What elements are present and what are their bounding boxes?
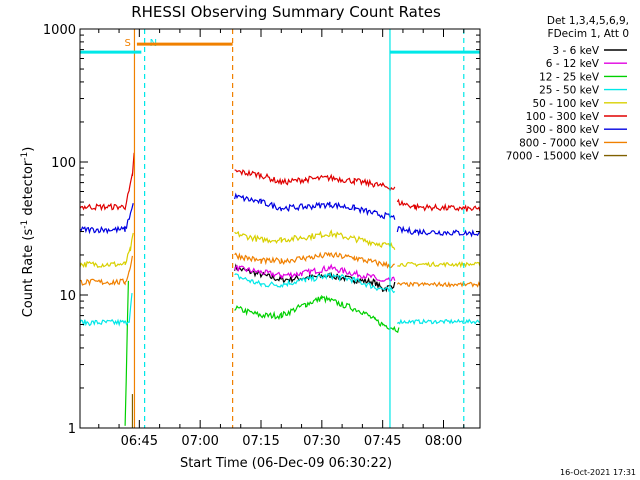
legend-entry-1: 6 - 12 keV <box>546 58 600 70</box>
chart-title: RHESSI Observing Summary Count Rates <box>131 3 441 21</box>
x-tick-label-0: 06:45 <box>121 434 158 449</box>
legend-entry-4: 50 - 100 keV <box>532 98 599 110</box>
x-axis-label: Start Time (06-Dec-09 06:30:22) <box>180 456 392 471</box>
series-4-segment-0 <box>79 232 134 269</box>
x-tick-label-5: 08:00 <box>425 434 462 449</box>
legend-header-1: FDecim 1, Att 0 <box>548 28 629 40</box>
y-tick-label-0: 1 <box>68 422 76 437</box>
series-5-segment-0 <box>79 152 135 212</box>
y-tick-label-3: 1000 <box>43 23 76 38</box>
y-tick-label-1: 10 <box>59 289 76 304</box>
series-1-segment-0 <box>234 263 396 282</box>
series-7 <box>79 251 481 288</box>
series-1 <box>234 263 396 282</box>
series-4-segment-1 <box>234 229 396 250</box>
y-axis-label: Count Rate (s-1 detector-1) <box>20 147 36 318</box>
series-2-segment-0 <box>234 294 400 334</box>
legend-entry-2: 12 - 25 keV <box>539 71 600 83</box>
x-tick-label-1: 07:00 <box>181 434 218 449</box>
legend-header-0: Det 1,3,4,5,6,9, <box>547 15 629 27</box>
series-5-segment-1 <box>234 169 396 192</box>
series-lines <box>79 152 481 428</box>
x-tick-label-4: 07:45 <box>364 434 401 449</box>
x-tick-label-3: 07:30 <box>303 434 340 449</box>
series-3-segment-1 <box>234 272 396 294</box>
series-7-segment-2 <box>396 281 481 288</box>
series-6-segment-2 <box>396 225 481 238</box>
legend: Det 1,3,4,5,6,9,FDecim 1, Att 0 3 - 6 keV… <box>506 15 629 163</box>
event-markers: SN <box>80 29 480 428</box>
series-4-segment-2 <box>397 261 481 269</box>
marker-label-0: S <box>124 38 130 49</box>
plot-frame <box>79 28 481 429</box>
series-2-segment-1 <box>124 280 129 426</box>
x-tick-label-2: 07:15 <box>242 434 279 449</box>
legend-entry-0: 3 - 6 keV <box>552 45 599 57</box>
series-6-segment-1 <box>234 192 396 220</box>
legend-entry-3: 25 - 50 keV <box>539 85 600 97</box>
series-3 <box>79 272 481 327</box>
series-5-segment-2 <box>396 198 481 212</box>
legend-entry-7: 800 - 7000 keV <box>519 137 600 149</box>
series-6-segment-0 <box>79 203 134 235</box>
series-3-segment-0 <box>79 293 133 327</box>
timestamp: 16-Oct-2021 17:31 <box>560 468 636 477</box>
y-axis-label-sup2: -1 <box>20 152 30 161</box>
series-6 <box>79 192 481 238</box>
series-4 <box>79 229 481 269</box>
series-5 <box>79 152 481 212</box>
y-tick-label-2: 100 <box>51 156 76 171</box>
legend-entry-5: 100 - 300 keV <box>526 111 600 123</box>
y-axis-label-base: Count Rate (s <box>21 229 36 318</box>
series-7-segment-0 <box>79 255 133 287</box>
series-2 <box>124 280 400 426</box>
y-axis-label-sup: -1 <box>20 220 30 229</box>
legend-entry-8: 7000 - 15000 keV <box>506 151 600 163</box>
y-axis-label-close: ) <box>21 147 36 152</box>
series-7-segment-1 <box>234 251 395 269</box>
series-3-segment-2 <box>396 318 481 326</box>
legend-entry-6: 300 - 800 keV <box>526 124 600 136</box>
plot-axes: 1 10 100 1000 06:45 07:00 07:15 07:30 07:45 08:00 <box>43 23 481 449</box>
y-axis-label-mid: detector <box>21 160 36 220</box>
